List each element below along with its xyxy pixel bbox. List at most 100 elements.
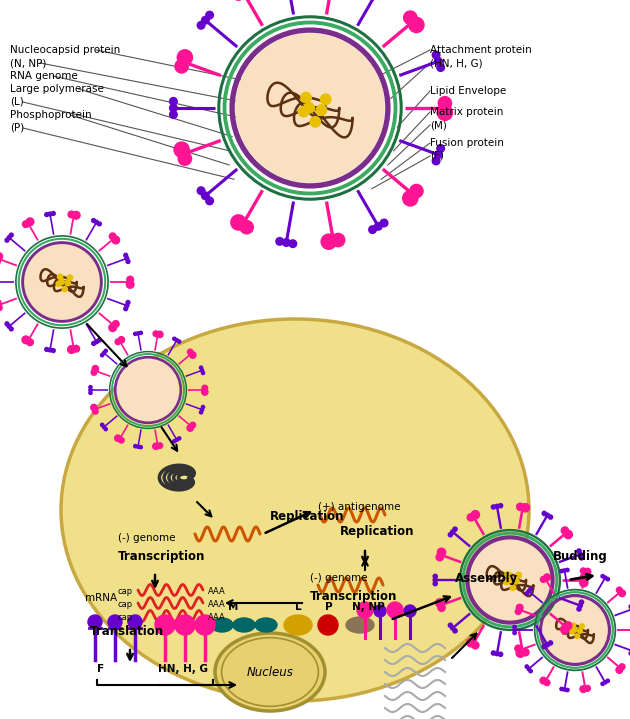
Circle shape (321, 94, 331, 104)
Circle shape (157, 443, 163, 449)
Circle shape (94, 220, 98, 224)
Circle shape (89, 388, 92, 392)
Circle shape (527, 590, 530, 593)
Circle shape (108, 615, 122, 629)
Circle shape (202, 17, 209, 24)
Text: cap: cap (118, 600, 133, 609)
Circle shape (5, 322, 9, 326)
Circle shape (240, 221, 253, 234)
Text: (F): (F) (430, 151, 444, 161)
Circle shape (616, 587, 622, 593)
Circle shape (89, 391, 92, 395)
Circle shape (236, 34, 384, 182)
Circle shape (495, 651, 499, 656)
Circle shape (435, 151, 442, 158)
Circle shape (93, 408, 98, 414)
Circle shape (517, 503, 524, 510)
Circle shape (604, 681, 607, 684)
Circle shape (123, 307, 128, 311)
Circle shape (560, 569, 563, 573)
Ellipse shape (284, 615, 312, 635)
Circle shape (195, 615, 215, 635)
Circle shape (572, 628, 577, 632)
Circle shape (25, 244, 100, 319)
Text: Fusion protein: Fusion protein (430, 138, 504, 148)
Circle shape (26, 218, 34, 226)
Circle shape (48, 348, 52, 352)
Circle shape (438, 604, 445, 611)
Circle shape (433, 578, 437, 582)
Circle shape (542, 597, 608, 663)
Circle shape (91, 370, 97, 375)
Circle shape (152, 443, 159, 449)
Circle shape (491, 505, 496, 509)
Circle shape (517, 649, 523, 655)
Circle shape (580, 686, 587, 692)
Circle shape (282, 239, 290, 247)
Circle shape (561, 527, 568, 534)
Circle shape (139, 331, 142, 334)
Circle shape (505, 572, 511, 577)
Circle shape (403, 191, 418, 206)
Circle shape (178, 437, 181, 440)
Circle shape (127, 280, 134, 288)
Circle shape (304, 103, 314, 113)
Circle shape (616, 667, 622, 673)
Circle shape (73, 345, 79, 352)
Circle shape (544, 679, 550, 686)
Circle shape (521, 503, 530, 512)
Circle shape (435, 58, 442, 65)
Circle shape (517, 604, 523, 611)
Circle shape (127, 276, 134, 283)
Circle shape (433, 582, 437, 586)
Circle shape (498, 652, 503, 656)
Circle shape (527, 667, 530, 671)
Text: (HN, H, G): (HN, H, G) (430, 58, 483, 68)
Circle shape (174, 142, 189, 157)
Circle shape (98, 338, 101, 342)
Text: Lipid Envelope: Lipid Envelope (430, 86, 507, 96)
Circle shape (437, 64, 444, 71)
Circle shape (92, 342, 96, 345)
Circle shape (564, 622, 572, 629)
Circle shape (546, 643, 549, 647)
Circle shape (318, 615, 338, 635)
Circle shape (123, 253, 128, 257)
Circle shape (513, 578, 519, 584)
Circle shape (200, 366, 203, 370)
Circle shape (433, 574, 437, 579)
Circle shape (115, 339, 121, 344)
Circle shape (577, 607, 581, 611)
Text: L: L (295, 602, 302, 612)
Circle shape (104, 428, 107, 431)
Circle shape (580, 574, 588, 581)
Circle shape (68, 211, 75, 218)
Ellipse shape (233, 618, 255, 632)
Circle shape (175, 615, 195, 635)
Circle shape (173, 337, 176, 340)
Circle shape (45, 347, 49, 352)
Circle shape (26, 339, 33, 346)
Circle shape (134, 332, 137, 336)
Circle shape (202, 389, 208, 395)
Circle shape (566, 568, 569, 572)
Circle shape (564, 531, 573, 539)
Circle shape (67, 346, 76, 353)
Circle shape (437, 105, 452, 120)
Circle shape (578, 628, 582, 633)
Circle shape (432, 51, 440, 59)
Text: AAA: AAA (208, 600, 226, 609)
Text: RNA genome: RNA genome (10, 71, 77, 81)
Circle shape (200, 369, 203, 372)
Circle shape (57, 274, 62, 280)
Text: M: M (228, 602, 238, 612)
Circle shape (513, 628, 516, 632)
Text: mRNA: mRNA (85, 593, 117, 603)
Circle shape (7, 236, 11, 239)
Circle shape (578, 552, 582, 557)
Circle shape (357, 602, 373, 618)
Circle shape (200, 411, 203, 414)
Circle shape (546, 513, 549, 518)
Circle shape (175, 339, 178, 342)
Circle shape (173, 439, 176, 443)
